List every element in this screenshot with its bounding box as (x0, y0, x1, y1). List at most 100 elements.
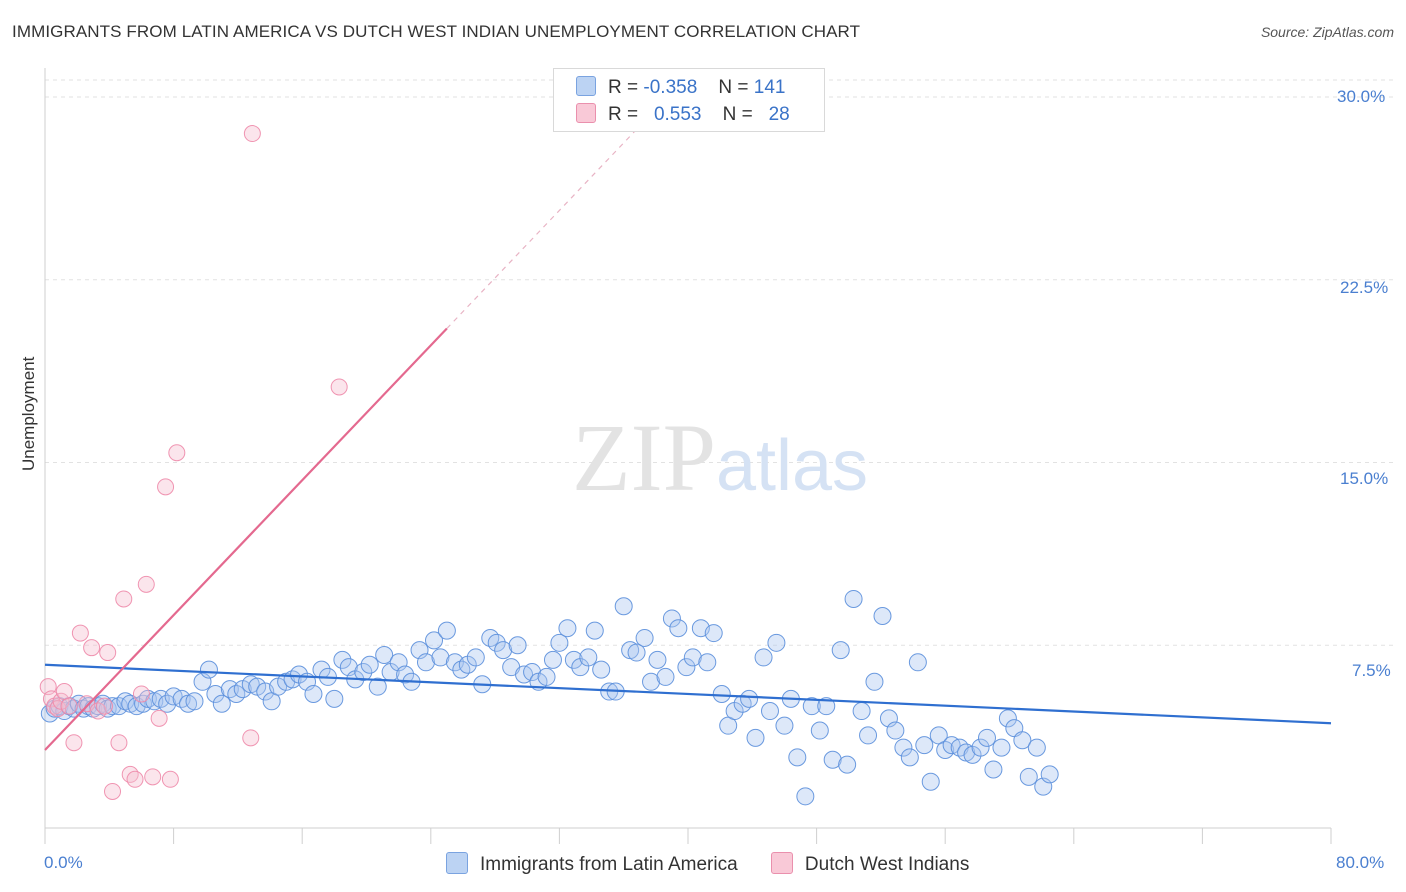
data-point (915, 736, 934, 755)
data-point (132, 685, 150, 703)
y-axis-label: Unemployment (19, 356, 38, 471)
data-point (161, 770, 179, 788)
y-tick-label: 15.0% (1340, 469, 1389, 488)
r-value: 0.553 (653, 104, 702, 125)
data-point (543, 650, 562, 669)
data-point (126, 770, 144, 788)
data-point (817, 697, 836, 716)
data-point (95, 697, 113, 715)
data-point (859, 726, 878, 745)
data-point (115, 590, 133, 608)
n-label: N = (718, 77, 749, 98)
data-point (775, 716, 794, 735)
data-point (1040, 765, 1059, 784)
data-point (992, 738, 1011, 757)
data-point (558, 619, 577, 638)
data-point (333, 650, 352, 669)
data-point (971, 738, 990, 757)
data-point (437, 621, 456, 640)
legend-item-dutch-west-indians: Dutch West Indians (770, 852, 970, 876)
series-immigrants-latin-america (40, 589, 1059, 806)
n-value: 141 (753, 77, 786, 98)
data-point (523, 663, 542, 682)
source-label: Source: ZipAtlas.com (1260, 24, 1394, 40)
data-point (627, 643, 646, 662)
data-point (767, 633, 786, 652)
data-point (592, 660, 611, 679)
data-point (325, 689, 344, 708)
data-point (52, 692, 70, 710)
data-point (396, 665, 415, 684)
data-point (908, 653, 927, 672)
data-point (157, 478, 175, 496)
data-point (416, 653, 435, 672)
legend-swatch-blue (446, 852, 468, 874)
data-point (508, 636, 527, 655)
axes (44, 68, 1332, 844)
data-point (116, 692, 135, 711)
data-point (137, 575, 155, 593)
data-point (921, 772, 940, 791)
data-point (677, 658, 696, 677)
data-point (150, 709, 168, 727)
data-point (121, 765, 139, 783)
data-point (810, 721, 829, 740)
legend-item-latin-america: Immigrants from Latin America (446, 852, 738, 876)
n-label: N = (722, 104, 753, 125)
data-point (831, 641, 850, 660)
data-point (168, 444, 186, 462)
data-point (1013, 731, 1032, 750)
data-point (65, 734, 83, 752)
chart-legend: Immigrants from Latin America Dutch West… (446, 852, 997, 876)
data-point (185, 692, 204, 711)
data-point (71, 624, 89, 642)
data-point (354, 663, 373, 682)
r-label: R = (608, 104, 639, 125)
data-point (900, 748, 919, 767)
data-point (698, 653, 717, 672)
data-point (431, 648, 450, 667)
data-point (360, 655, 379, 674)
data-point (823, 750, 842, 769)
data-point (683, 648, 702, 667)
trend-line-dutch-west-indians (44, 327, 448, 751)
data-point (754, 648, 773, 667)
data-point (368, 677, 387, 696)
watermark: ZIPatlas (572, 404, 868, 511)
data-point (635, 628, 654, 647)
x-tick-label: 0.0% (44, 853, 83, 872)
y-tick-label: 30.0% (1337, 87, 1386, 106)
n-value: 28 (768, 104, 790, 125)
data-point (712, 684, 731, 703)
data-point (537, 667, 556, 686)
data-point (110, 734, 128, 752)
data-point (844, 589, 863, 608)
data-point (614, 597, 633, 616)
data-point (796, 787, 815, 806)
data-point (158, 694, 177, 713)
data-point (760, 702, 779, 721)
data-point (199, 660, 218, 679)
legend-label: Immigrants from Latin America (480, 854, 738, 875)
data-point (1019, 767, 1038, 786)
data-point (83, 639, 101, 657)
data-point (648, 650, 667, 669)
data-point (494, 641, 513, 660)
data-point (55, 683, 73, 701)
blue-swatch (576, 76, 596, 96)
trend-lines (44, 108, 1332, 751)
legend-label: Dutch West Indians (804, 854, 970, 875)
trend-line-extension (446, 108, 657, 329)
data-point (550, 633, 569, 652)
data-point (243, 125, 261, 143)
data-point (852, 702, 871, 721)
data-point (984, 760, 1003, 779)
series-dutch-west-indians (39, 125, 348, 800)
data-point (662, 609, 681, 628)
data-point (242, 729, 260, 747)
data-point (704, 624, 723, 643)
data-point (425, 631, 444, 650)
chart-title: IMMIGRANTS FROM LATIN AMERICA VS DUTCH W… (12, 22, 861, 41)
stats-row-pink: R = 0.553 N = 28 (576, 103, 790, 127)
